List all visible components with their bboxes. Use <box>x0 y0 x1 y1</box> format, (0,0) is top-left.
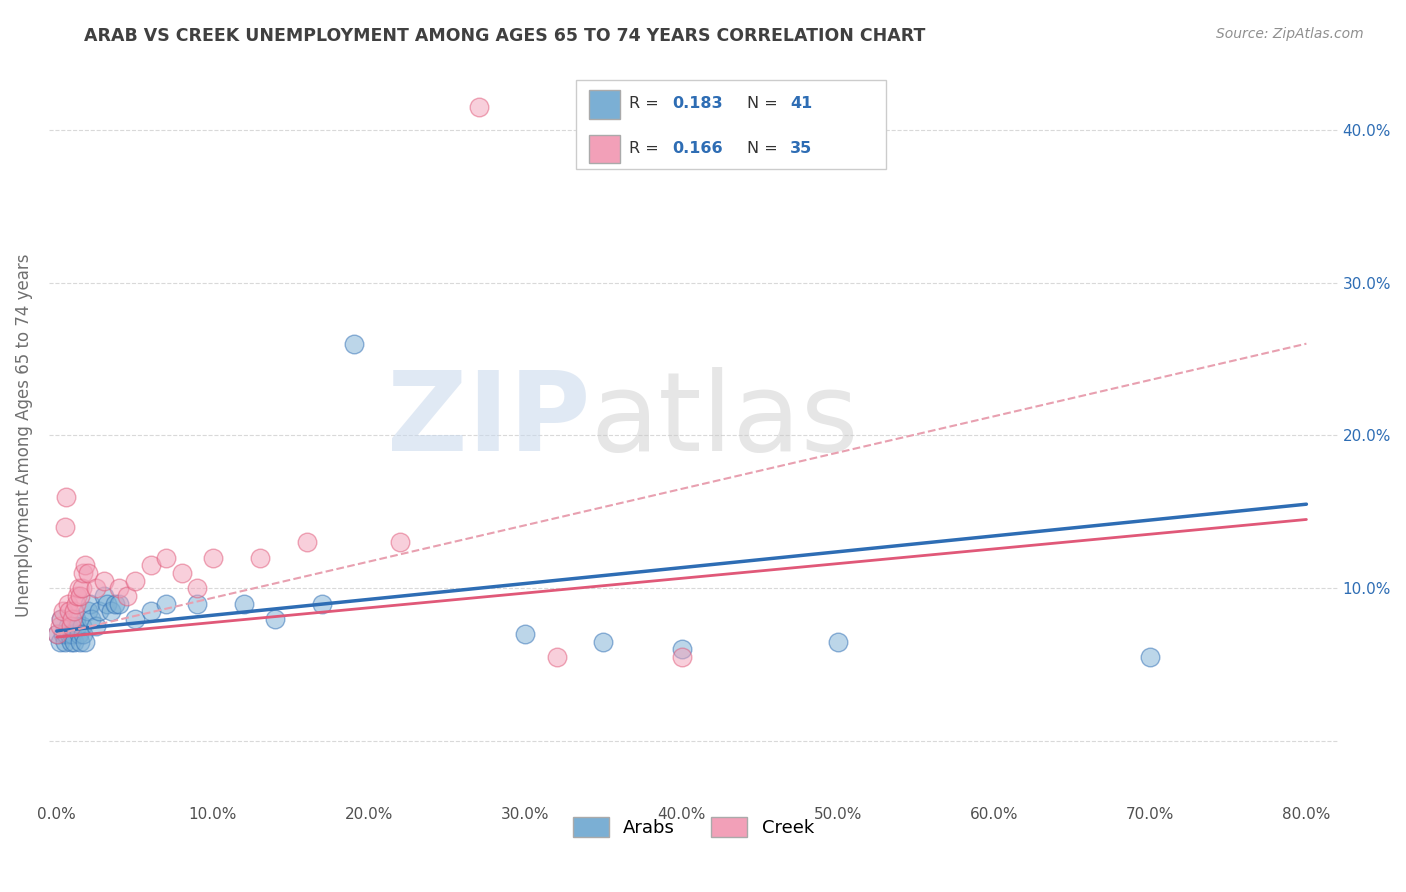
Text: 35: 35 <box>790 141 813 155</box>
Point <box>52 604 75 618</box>
Point <box>60 627 83 641</box>
Point <box>45 627 67 641</box>
Text: R =: R = <box>628 141 664 155</box>
Point <box>103 597 125 611</box>
Point <box>100 604 122 618</box>
Point <box>170 566 193 580</box>
Point <box>49 634 72 648</box>
Point <box>66 619 89 633</box>
Point <box>155 597 177 611</box>
Point <box>295 535 318 549</box>
Point <box>49 619 72 633</box>
Point <box>827 634 849 648</box>
Point <box>671 650 693 665</box>
Text: R =: R = <box>628 96 664 111</box>
FancyBboxPatch shape <box>589 90 620 119</box>
FancyBboxPatch shape <box>589 135 620 163</box>
Point <box>249 550 271 565</box>
Text: ARAB VS CREEK UNEMPLOYMENT AMONG AGES 65 TO 74 YEARS CORRELATION CHART: ARAB VS CREEK UNEMPLOYMENT AMONG AGES 65… <box>84 27 925 45</box>
Point <box>389 535 412 549</box>
Point <box>69 589 91 603</box>
Point <box>72 566 94 580</box>
Point <box>52 627 75 641</box>
Point <box>65 612 87 626</box>
Point <box>55 490 77 504</box>
Point <box>108 597 131 611</box>
Text: Source: ZipAtlas.com: Source: ZipAtlas.com <box>1216 27 1364 41</box>
Point <box>59 634 82 648</box>
Point <box>77 566 100 580</box>
FancyBboxPatch shape <box>576 80 886 169</box>
Point <box>63 634 86 648</box>
Point <box>55 627 77 641</box>
Point <box>93 574 115 588</box>
Point <box>51 612 73 626</box>
Text: N =: N = <box>747 96 783 111</box>
Point <box>592 634 614 648</box>
Point <box>87 604 110 618</box>
Point <box>53 520 76 534</box>
Point <box>70 619 93 633</box>
Point <box>311 597 333 611</box>
Point <box>124 574 146 588</box>
Point <box>155 550 177 565</box>
Point <box>79 597 101 611</box>
Point <box>186 597 208 611</box>
Point <box>77 604 100 618</box>
Point <box>59 619 82 633</box>
Point <box>139 604 162 618</box>
Point <box>63 604 86 618</box>
Legend: Arabs, Creek: Arabs, Creek <box>565 809 821 845</box>
Point <box>515 627 537 641</box>
Point <box>671 642 693 657</box>
Y-axis label: Unemployment Among Ages 65 to 74 years: Unemployment Among Ages 65 to 74 years <box>15 253 32 617</box>
Point <box>73 634 96 648</box>
Point <box>58 604 80 618</box>
Point <box>58 627 80 641</box>
Point <box>139 558 162 573</box>
Point <box>108 581 131 595</box>
Point <box>1139 650 1161 665</box>
Point <box>84 581 107 595</box>
Text: atlas: atlas <box>591 368 859 475</box>
Point <box>80 612 103 626</box>
Point <box>67 627 90 641</box>
Point <box>546 650 568 665</box>
Point <box>96 597 118 611</box>
Point <box>72 627 94 641</box>
Point <box>201 550 224 565</box>
Point <box>342 336 364 351</box>
Text: N =: N = <box>747 141 783 155</box>
Point <box>56 597 79 611</box>
Point <box>93 589 115 603</box>
Point <box>67 581 90 595</box>
Point <box>60 612 83 626</box>
Point <box>115 589 138 603</box>
Point <box>84 619 107 633</box>
Point <box>69 634 91 648</box>
Text: 0.166: 0.166 <box>672 141 723 155</box>
Point <box>73 558 96 573</box>
Point <box>467 100 489 114</box>
Text: ZIP: ZIP <box>387 368 591 475</box>
Point <box>45 627 67 641</box>
Point <box>51 612 73 626</box>
Point <box>66 589 89 603</box>
Point <box>264 612 287 626</box>
Text: 0.183: 0.183 <box>672 96 723 111</box>
Point <box>124 612 146 626</box>
Point <box>65 597 87 611</box>
Text: 41: 41 <box>790 96 813 111</box>
Point <box>70 581 93 595</box>
Point <box>56 619 79 633</box>
Point <box>233 597 256 611</box>
Point <box>186 581 208 595</box>
Point <box>53 634 76 648</box>
